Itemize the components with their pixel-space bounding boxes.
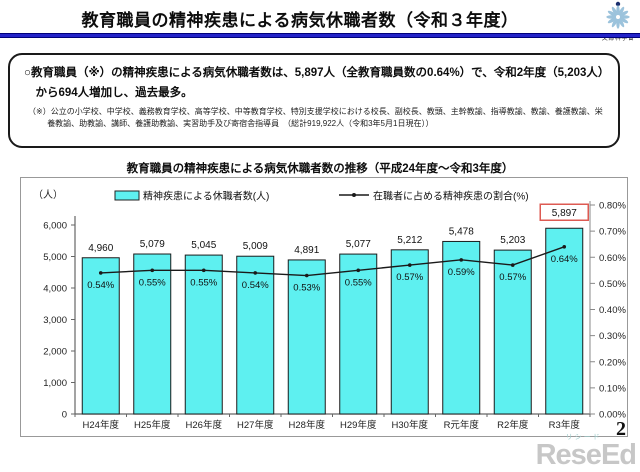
title-divider — [0, 33, 640, 38]
chart-title: 教育職員の精神疾患による病気休職者数の推移（平成24年度～令和3年度） — [126, 163, 514, 175]
mext-logo-icon — [606, 1, 630, 29]
watermark-text: ReseEd — [535, 439, 637, 471]
left-tick-label: 3,000 — [43, 315, 67, 326]
rate-point — [407, 263, 412, 267]
watermark-ruby: リシード — [565, 434, 602, 441]
rate-point — [150, 268, 155, 273]
bar-value-label: 5,203 — [500, 235, 525, 246]
rate-label: 0.54% — [242, 280, 269, 291]
rate-line — [100, 246, 565, 277]
x-category-label: H24年度 — [83, 419, 120, 431]
summary-text: ○教育職員（※）の精神疾患による病気休職者数は、5,897人（全教育職員数の0.… — [24, 67, 604, 99]
page-title: 教育職員の精神疾患による病気休職者数（令和３年度） — [81, 11, 519, 30]
bar-H25年度 — [133, 253, 172, 415]
rate-label: 0.64% — [551, 254, 578, 265]
page-number: 2 — [616, 418, 626, 440]
bar-H28年度 — [287, 259, 326, 415]
rate-point — [459, 258, 464, 262]
x-category-label: R元年度 — [444, 419, 480, 431]
bar-H29年度 — [339, 253, 378, 415]
rate-point — [510, 263, 515, 267]
left-tick-label: 0 — [62, 410, 67, 421]
right-tick-label: 0.00% — [599, 410, 626, 421]
rate-label: 0.55% — [345, 277, 372, 288]
bar-H30年度 — [390, 249, 429, 415]
right-tick-label: 0.50% — [599, 279, 626, 290]
x-category-label: R2年度 — [497, 419, 529, 431]
bar-H26年度 — [184, 254, 223, 415]
x-category-label: H30年度 — [392, 419, 429, 431]
right-tick-label: 0.20% — [599, 357, 626, 368]
rate-label: 0.53% — [293, 283, 320, 294]
bar-R元年度 — [442, 240, 481, 415]
left-tick-label: 5,000 — [43, 252, 67, 263]
bar-value-label: 5,045 — [191, 240, 216, 251]
chart-box: （人） 精神疾患による休職者数(人) 在職者に占める精神疾患の割合(%) 0 1,000… — [20, 177, 628, 437]
rate-point — [304, 273, 309, 278]
x-category-label: H25年度 — [134, 419, 171, 431]
right-tick-label: 0.70% — [599, 227, 626, 238]
legend-bar-label: 精神疾患による休職者数(人) — [143, 190, 269, 203]
right-tick-label: 0.10% — [599, 383, 626, 394]
chart-svg: （人） 精神疾患による休職者数(人) 在職者に占める精神疾患の割合(%) 0 1,000… — [33, 189, 626, 431]
bar-value-label: 5,077 — [346, 239, 371, 250]
rate-label: 0.55% — [139, 277, 166, 288]
bar-H24年度 — [81, 257, 120, 415]
rate-point — [562, 245, 567, 249]
rate-point — [201, 268, 206, 273]
summary-box: ○教育職員（※）の精神疾患による病気休職者数は、5,897人（全教育職員数の0.… — [8, 53, 620, 148]
left-tick-label: 1,000 — [43, 378, 67, 389]
highlight-box — [539, 203, 589, 221]
x-category-label: R3年度 — [549, 419, 581, 431]
rate-point — [253, 271, 258, 275]
left-tick-label: 4,000 — [43, 284, 67, 295]
summary-footnote: （※）公立の小学校、中学校、義務教育学校、高等学校、中等教育学校、特別支援学校に… — [28, 107, 603, 129]
rate-label: 0.57% — [396, 272, 423, 283]
left-axis-unit: （人） — [33, 189, 63, 201]
legend-bar-swatch — [114, 190, 140, 201]
bar-R2年度 — [493, 249, 532, 415]
right-tick-label: 0.30% — [599, 331, 626, 342]
rate-label: 0.57% — [499, 272, 526, 283]
bar-value-label: 5,212 — [397, 235, 422, 246]
bar-value-label: 4,960 — [88, 243, 113, 254]
rate-point — [356, 268, 361, 273]
left-tick-label: 2,000 — [43, 347, 67, 358]
bar-value-label: 5,478 — [449, 226, 474, 237]
mext-logo: 文部科学省 — [599, 1, 637, 42]
bar-value-label: 4,891 — [294, 245, 319, 256]
legend-line-label: 在職者に占める精神疾患の割合(%) — [373, 190, 529, 203]
rate-label: 0.54% — [87, 280, 114, 291]
right-tick-label: 0.40% — [599, 305, 626, 316]
rate-point — [98, 271, 103, 275]
right-tick-label: 0.80% — [599, 201, 626, 212]
reseed-watermark: リシード ReseEd — [535, 434, 637, 471]
rate-label: 0.59% — [448, 267, 475, 278]
left-tick-label: 6,000 — [43, 221, 67, 232]
bar-H27年度 — [236, 255, 275, 415]
legend-line-marker — [352, 193, 356, 197]
right-tick-label: 0.60% — [599, 253, 626, 264]
rate-label: 0.55% — [190, 277, 217, 288]
bar-value-label: 5,079 — [140, 239, 165, 250]
x-category-label: H28年度 — [289, 419, 326, 431]
bar-value-label: 5,009 — [243, 241, 268, 252]
x-category-label: H29年度 — [340, 419, 377, 431]
bar-R3年度 — [545, 227, 584, 415]
bar-value-label: 5,897 — [552, 208, 577, 219]
x-category-label: H26年度 — [186, 419, 223, 431]
x-category-label: H27年度 — [237, 419, 274, 431]
mext-logo-text: 文部科学省 — [601, 36, 635, 42]
